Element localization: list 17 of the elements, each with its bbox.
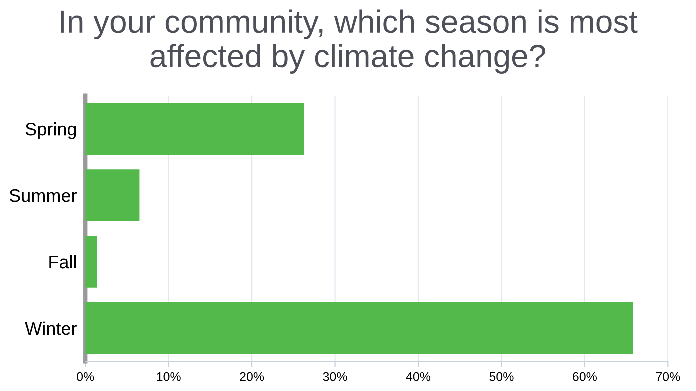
x-tick-label: 10%: [157, 372, 181, 382]
bar: [86, 302, 634, 354]
y-tick-label: Summer: [10, 189, 77, 202]
bar: [86, 170, 140, 222]
bar: [86, 236, 98, 288]
x-tick-label: 0%: [77, 372, 94, 382]
x-tick-label: 40%: [406, 372, 431, 382]
y-tick-label: Spring: [26, 122, 76, 140]
x-tick-label: 30%: [323, 372, 348, 382]
x-tick-label: 70%: [656, 372, 680, 382]
chart-title: In your community, which season is most affected by climate change?: [60, 10, 638, 74]
bar: [86, 103, 304, 155]
x-tick-label: 50%: [490, 372, 514, 382]
x-tick-label: 20%: [240, 372, 264, 382]
x-tick-label: 60%: [573, 372, 598, 382]
y-tick-label: Winter: [25, 322, 77, 336]
y-tick-label: Fall: [50, 255, 76, 269]
